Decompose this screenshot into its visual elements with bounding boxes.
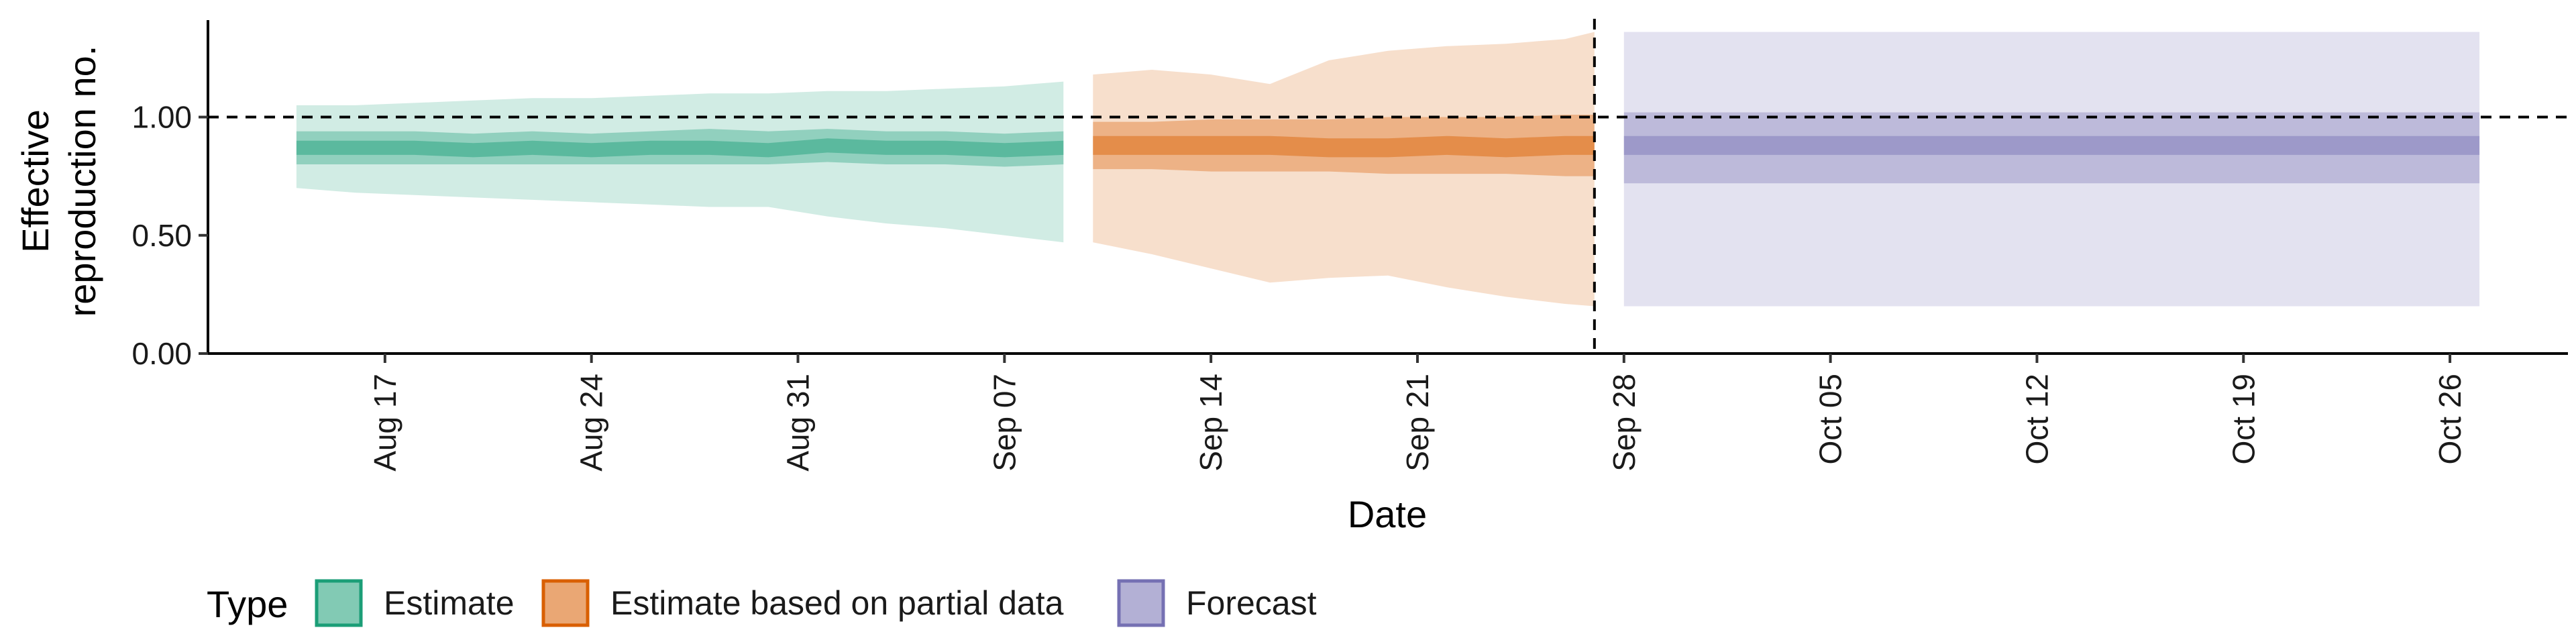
series-estimate bbox=[296, 81, 1064, 243]
x-tick-label: Aug 17 bbox=[368, 374, 402, 472]
plot-area bbox=[208, 19, 2568, 354]
estimate-band-50 bbox=[296, 129, 1064, 167]
estimate-band-90 bbox=[296, 81, 1064, 243]
y-axis-title-line-2: reproduction no. bbox=[61, 46, 103, 317]
forecast-band-20 bbox=[1623, 136, 2480, 155]
series-estimate-based-on-partial-data bbox=[1093, 32, 1595, 307]
forecast-band-50 bbox=[1623, 112, 2480, 184]
legend-item-estimate-based-on-partial-data: Estimate based on partial data bbox=[541, 579, 1064, 627]
legend-label: Estimate based on partial data bbox=[610, 584, 1064, 622]
legend-entries: Estimate Estimate based on partial data Fo… bbox=[315, 579, 1317, 627]
legend-label: Estimate bbox=[384, 584, 515, 622]
legend-title: Type bbox=[207, 583, 288, 625]
y-ticks: 0.00 0.50 1.00 bbox=[131, 100, 208, 371]
estimate-based-on-partial-data-band-50 bbox=[1093, 115, 1595, 176]
y-tick-label: 1.00 bbox=[131, 100, 192, 135]
x-ticks: Aug 17 Aug 24 Aug 31 Sep 07 Sep 14 Sep 21 Sep … bbox=[368, 354, 2467, 472]
x-tick-label: Oct 12 bbox=[2020, 374, 2055, 465]
y-tick-label: 0.50 bbox=[131, 218, 192, 253]
estimate-band-20 bbox=[296, 138, 1064, 158]
x-tick-label: Oct 05 bbox=[1813, 374, 1848, 465]
x-tick-label: Oct 26 bbox=[2432, 374, 2467, 465]
x-tick-label: Sep 28 bbox=[1607, 374, 1642, 472]
estimate-based-on-partial-data-band-90 bbox=[1093, 32, 1595, 307]
y-axis-title-line-1: Effective bbox=[14, 109, 56, 253]
forecast-band-90 bbox=[1623, 32, 2480, 307]
legend: Type Estimate Estimate based on partial d… bbox=[207, 579, 1317, 627]
x-tick-label: Sep 07 bbox=[987, 374, 1022, 472]
x-tick-label: Sep 14 bbox=[1193, 374, 1228, 472]
x-tick-label: Aug 31 bbox=[781, 374, 816, 472]
legend-label: Forecast bbox=[1186, 584, 1317, 622]
legend-item-estimate: Estimate bbox=[315, 579, 515, 627]
x-axis-title: Date bbox=[1348, 493, 1427, 535]
legend-swatch bbox=[541, 579, 590, 627]
axes bbox=[207, 20, 2568, 355]
y-tick-label: 0.00 bbox=[131, 336, 192, 371]
x-tick-label: Sep 21 bbox=[1400, 374, 1435, 472]
legend-swatch bbox=[315, 579, 363, 627]
x-tick-label: Aug 24 bbox=[574, 374, 609, 472]
legend-swatch bbox=[1117, 579, 1165, 627]
series-forecast bbox=[1623, 32, 2480, 307]
x-tick-label: Oct 19 bbox=[2226, 374, 2261, 465]
estimate-based-on-partial-data-band-20 bbox=[1093, 136, 1595, 158]
legend-item-forecast: Forecast bbox=[1117, 579, 1317, 627]
